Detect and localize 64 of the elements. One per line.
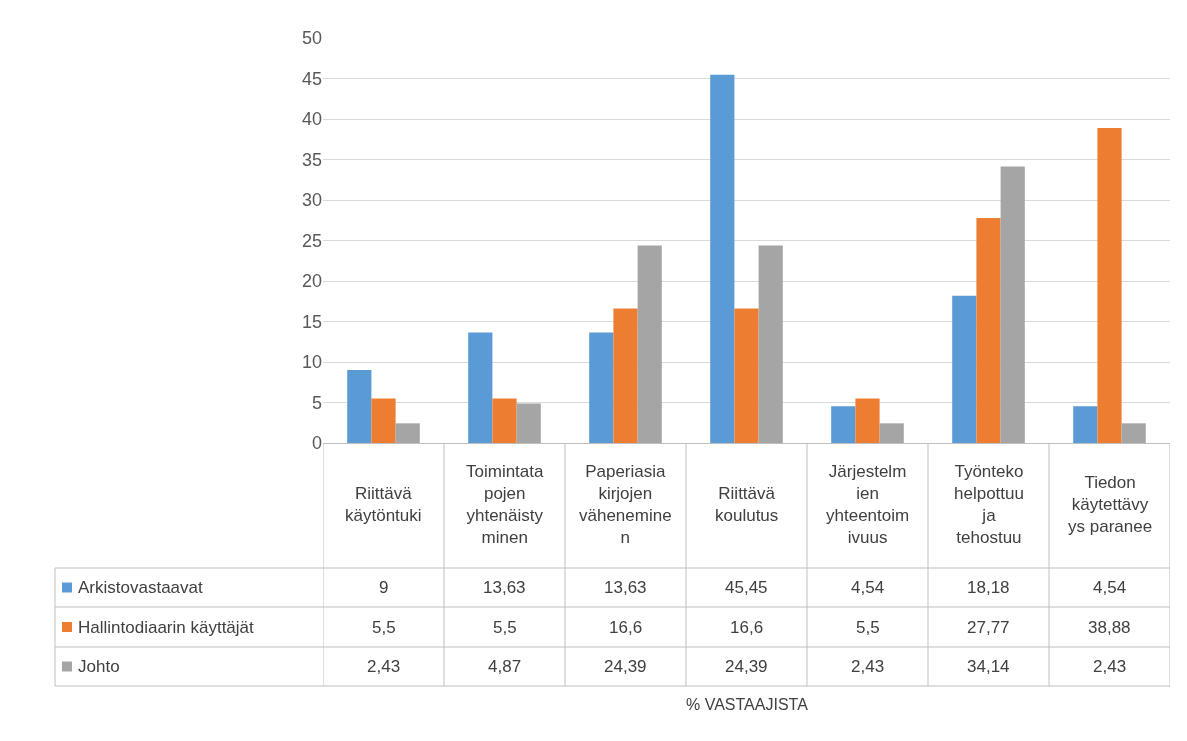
bar (371, 398, 396, 443)
bar (516, 403, 541, 443)
bar (347, 370, 372, 443)
data-label: 4,87 (488, 657, 522, 676)
bar (879, 423, 904, 443)
bar (855, 398, 880, 443)
y-tick-label: 50 (301, 28, 322, 49)
legend-label: Hallintodiaarin käyttäjät (78, 618, 255, 637)
y-tick-label: 5 (311, 392, 322, 413)
data-label: 2,43 (851, 657, 885, 676)
text: % VASTAAJISTA (686, 696, 809, 713)
y-tick-label: 40 (301, 109, 322, 130)
y-tick-label: 15 (301, 311, 322, 332)
data-label: 16,6 (730, 618, 764, 637)
data-label: 27,77 (967, 618, 1010, 637)
data-label: 5,5 (856, 618, 880, 637)
data-label: 45,45 (725, 578, 768, 597)
x-tick-label: Tiedon käytettävyys paranee (1068, 473, 1153, 537)
data-label: 4,54 (851, 578, 885, 597)
data-label: 24,39 (725, 657, 768, 676)
bar (613, 308, 638, 443)
y-tick-label: 20 (301, 271, 322, 292)
bar (976, 218, 1001, 443)
bar (1121, 423, 1146, 443)
data-label: 38,88 (1088, 618, 1131, 637)
data-label: 5,5 (493, 618, 517, 637)
bar (395, 423, 420, 443)
x-tick-label: Työnteko helpottuu ja tehostuu (954, 462, 1024, 548)
bar (1000, 166, 1025, 443)
data-label: 2,43 (367, 657, 401, 676)
data-label: 18,18 (967, 578, 1010, 597)
data-label: 34,14 (967, 657, 1010, 676)
x-tick-label: Paperiasiakirjojen väheneminen (579, 462, 672, 548)
bar (758, 245, 783, 443)
y-tick-label: 0 (311, 433, 322, 454)
bar (710, 74, 735, 443)
bar (468, 332, 493, 443)
data-label: 13,63 (483, 578, 526, 597)
x-tick-label: Toimintatapojen yhtenäistyminen (466, 462, 545, 548)
bar (831, 406, 856, 443)
y-tick-label: 10 (301, 352, 322, 373)
data-label: 5,5 (372, 618, 396, 637)
y-tick-label: 30 (301, 190, 322, 211)
bar (1097, 128, 1122, 443)
data-label: 13,63 (604, 578, 647, 597)
data-label: 16,6 (609, 618, 643, 637)
x-tick-label: Järjestelmien yhteentoimivuus (826, 462, 910, 548)
x-tick-label: Riittävä koulutus (715, 484, 779, 526)
y-tick-label: 25 (301, 230, 322, 251)
bar (637, 245, 662, 443)
y-tick-label: 35 (301, 149, 322, 170)
data-label: 2,43 (1093, 657, 1127, 676)
bar (952, 295, 977, 443)
legend-label: Johto (78, 657, 120, 676)
data-label: 4,54 (1093, 578, 1127, 597)
x-tick-label: Riittävä käytöntuki (345, 484, 422, 526)
data-label: 24,39 (604, 657, 647, 676)
bar (492, 398, 517, 443)
legend-label: Arkistovastaavat (78, 578, 203, 597)
bar (589, 332, 614, 443)
y-tick-label: 45 (301, 68, 322, 89)
bar (734, 308, 759, 443)
bar (1073, 406, 1098, 443)
data-label: 9 (379, 578, 389, 597)
